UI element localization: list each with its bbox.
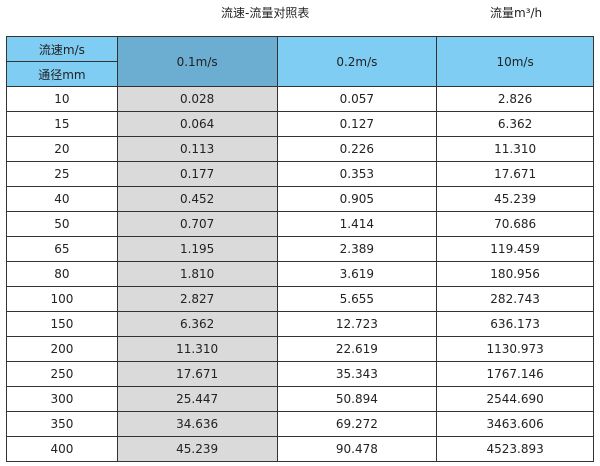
diameter-cell: 350 [6, 411, 118, 437]
flow-cell: 0.127 [276, 111, 438, 137]
flow-cell: 3463.606 [436, 411, 594, 437]
flow-cell: 0.226 [276, 136, 438, 162]
unit-label: 流量m³/h [490, 6, 543, 20]
flow-cell: 11.310 [436, 136, 594, 162]
table-row: 15 0.064 0.127 6.362 [6, 111, 594, 137]
flow-cell: 636.173 [436, 311, 594, 337]
flow-cell: 0.905 [276, 186, 438, 212]
diameter-cell: 10 [6, 86, 118, 112]
diameter-cell: 50 [6, 211, 118, 237]
column-header: 0.1m/s [116, 36, 278, 87]
diameter-cell: 250 [6, 361, 118, 387]
table-row: 100 2.827 5.655 282.743 [6, 286, 594, 312]
flow-cell: 17.671 [116, 361, 278, 387]
table-title: 流速-流量对照表 [221, 6, 310, 20]
table-row: 250 17.671 35.343 1767.146 [6, 361, 594, 387]
diameter-cell: 200 [6, 336, 118, 362]
flow-cell: 2.389 [276, 236, 438, 262]
flow-cell: 45.239 [116, 436, 278, 462]
diameter-cell: 40 [6, 186, 118, 212]
flow-cell: 3.619 [276, 261, 438, 287]
flow-cell: 12.723 [276, 311, 438, 337]
diameter-cell: 20 [6, 136, 118, 162]
table-row: 150 6.362 12.723 636.173 [6, 311, 594, 337]
table-row: 200 11.310 22.619 1130.973 [6, 336, 594, 362]
flow-cell: 4523.893 [436, 436, 594, 462]
flow-cell: 5.655 [276, 286, 438, 312]
diameter-cell: 15 [6, 111, 118, 137]
velocity-header: 流速m/s [6, 36, 118, 62]
table-row: 20 0.113 0.226 11.310 [6, 136, 594, 162]
table-row: 40 0.452 0.905 45.239 [6, 186, 594, 212]
flow-cell: 282.743 [436, 286, 594, 312]
column-header: 0.2m/s [276, 36, 438, 87]
flow-cell: 6.362 [116, 311, 278, 337]
flow-cell: 2.827 [116, 286, 278, 312]
flow-cell: 180.956 [436, 261, 594, 287]
flow-cell: 35.343 [276, 361, 438, 387]
flow-cell: 6.362 [436, 111, 594, 137]
table-row: 80 1.810 3.619 180.956 [6, 261, 594, 287]
flow-cell: 1.810 [116, 261, 278, 287]
flow-cell: 45.239 [436, 186, 594, 212]
diameter-cell: 65 [6, 236, 118, 262]
table-row: 10 0.028 0.057 2.826 [6, 86, 594, 112]
flow-cell: 119.459 [436, 236, 594, 262]
diameter-header: 通径mm [6, 61, 118, 87]
diameter-cell: 300 [6, 386, 118, 412]
flow-cell: 0.707 [116, 211, 278, 237]
diameter-cell: 150 [6, 311, 118, 337]
flow-cell: 0.064 [116, 111, 278, 137]
table-row: 65 1.195 2.389 119.459 [6, 236, 594, 262]
flow-cell: 0.353 [276, 161, 438, 187]
table-row: 350 34.636 69.272 3463.606 [6, 411, 594, 437]
flow-cell: 22.619 [276, 336, 438, 362]
flow-cell: 2544.690 [436, 386, 594, 412]
flow-cell: 1.414 [276, 211, 438, 237]
flow-cell: 0.452 [116, 186, 278, 212]
flow-table: 流速m/s 0.1m/s 0.2m/s 10m/s 通径mm 10 0.028 0.… [6, 36, 594, 462]
flow-cell: 0.057 [276, 86, 438, 112]
flow-cell: 2.826 [436, 86, 594, 112]
diameter-cell: 400 [6, 436, 118, 462]
diameter-cell: 80 [6, 261, 118, 287]
flow-cell: 17.671 [436, 161, 594, 187]
flow-cell: 0.177 [116, 161, 278, 187]
flow-cell: 90.478 [276, 436, 438, 462]
flow-cell: 70.686 [436, 211, 594, 237]
flow-cell: 11.310 [116, 336, 278, 362]
flow-cell: 25.447 [116, 386, 278, 412]
flow-cell: 1130.973 [436, 336, 594, 362]
flow-cell: 1.195 [116, 236, 278, 262]
table-row: 50 0.707 1.414 70.686 [6, 211, 594, 237]
table-row: 300 25.447 50.894 2544.690 [6, 386, 594, 412]
flow-cell: 0.113 [116, 136, 278, 162]
table-row: 25 0.177 0.353 17.671 [6, 161, 594, 187]
flow-cell: 50.894 [276, 386, 438, 412]
flow-cell: 34.636 [116, 411, 278, 437]
flow-cell: 0.028 [116, 86, 278, 112]
column-header: 10m/s [436, 36, 594, 87]
diameter-cell: 100 [6, 286, 118, 312]
table-row: 400 45.239 90.478 4523.893 [6, 436, 594, 462]
flow-cell: 1767.146 [436, 361, 594, 387]
flow-cell: 69.272 [276, 411, 438, 437]
diameter-cell: 25 [6, 161, 118, 187]
